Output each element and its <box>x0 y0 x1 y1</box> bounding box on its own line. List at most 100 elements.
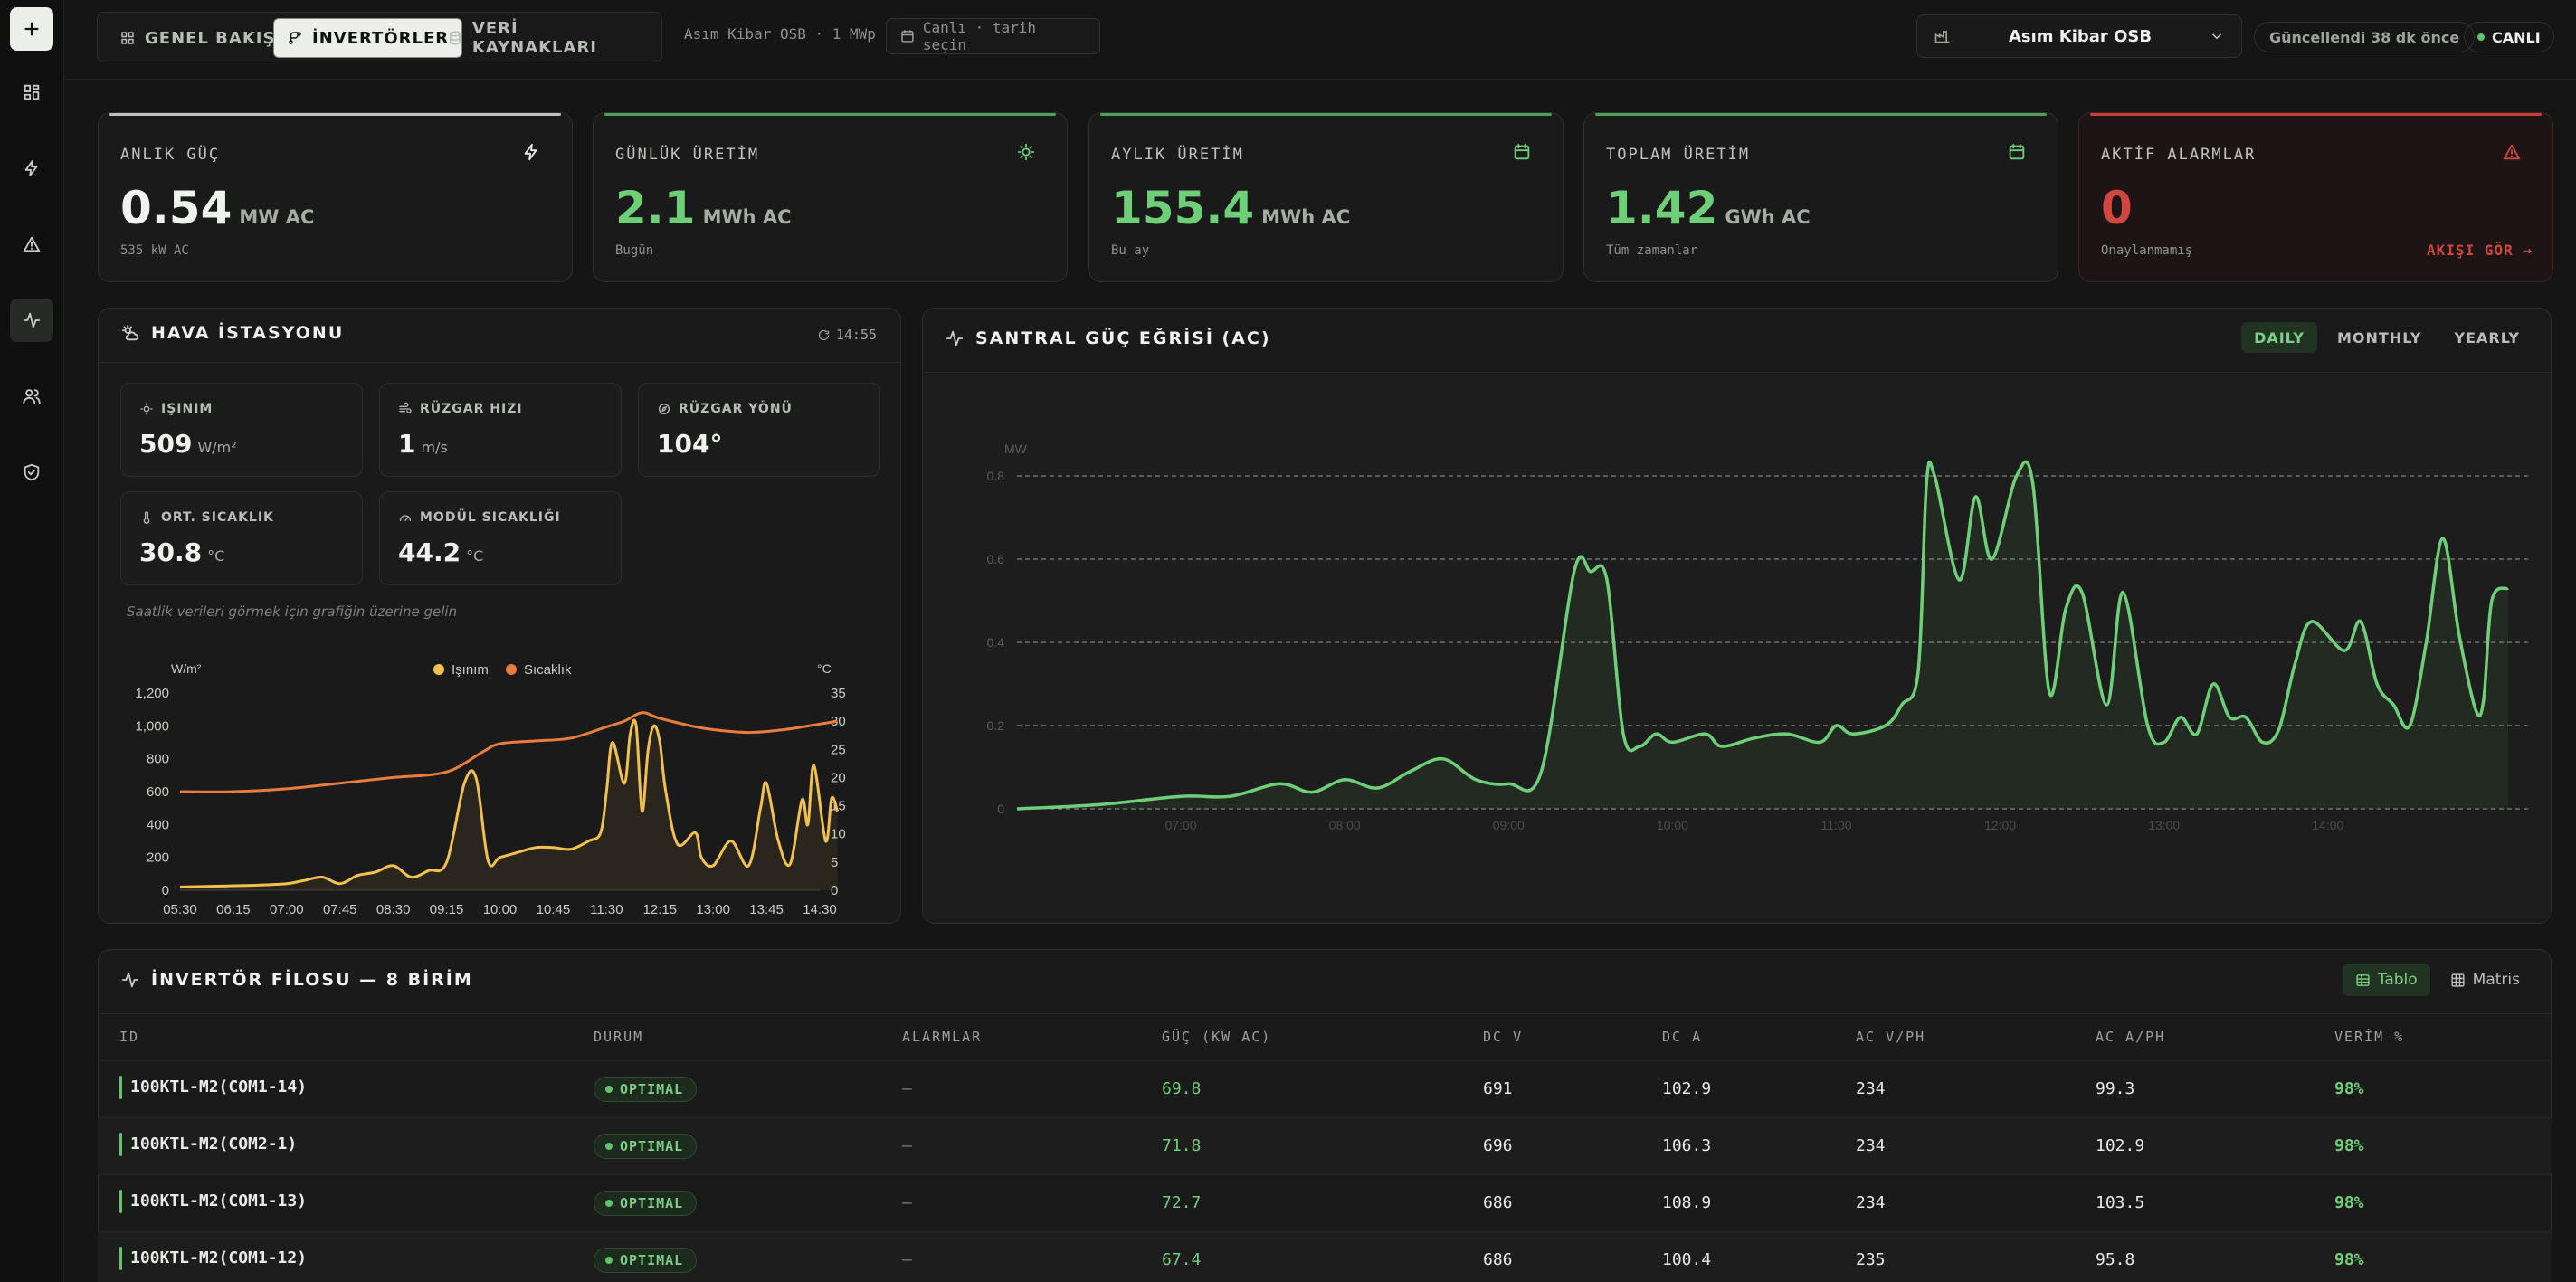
weather-refresh[interactable]: 14:55 <box>817 327 877 343</box>
ac-v-cell: 234 <box>1856 1136 1886 1155</box>
view-feed-link[interactable]: AKIŞI GÖR → <box>2427 242 2533 259</box>
sidebar-item-users[interactable] <box>10 375 53 418</box>
x-tick-label: 11:30 <box>590 902 623 917</box>
ac-v-cell: 235 <box>1856 1250 1886 1269</box>
weather-value-number: 44.2 <box>398 537 461 567</box>
y-left-tick-label: 1,000 <box>135 718 169 734</box>
weather-card-avg-temp: ORT. SICAKLIK 30.8 °C <box>120 491 363 585</box>
sun-icon <box>140 403 153 415</box>
table-row[interactable]: 100KTL-M2(COM2-1) OPTIMAL — 71.8 696 106… <box>98 1117 2552 1174</box>
col-header-status[interactable]: DURUM <box>594 1029 644 1045</box>
site-info: Asım Kibar OSB · 1 MWp <box>684 25 876 43</box>
kpi-value: 155.4 MWh AC <box>1111 182 1350 234</box>
tab-inverters[interactable]: İNVERTÖRLER <box>273 18 463 58</box>
tab-data-sources[interactable]: VERİ KAYNAKLARI <box>434 18 661 58</box>
table-row[interactable]: 100KTL-M2(COM1-13) OPTIMAL — 72.7 686 10… <box>98 1174 2552 1231</box>
col-header-ac-v[interactable]: AC V/PH <box>1856 1029 1926 1045</box>
range-tab-monthly[interactable]: MONTHLY <box>2336 328 2422 347</box>
gauge-icon <box>400 515 411 521</box>
legend-marker <box>433 664 444 675</box>
chart-hint: Saatlik verileri görmek için grafiğin üz… <box>127 603 458 620</box>
y-right-tick-label: 35 <box>831 686 846 701</box>
sidebar-item-power[interactable] <box>10 147 53 190</box>
efficiency-cell: 98% <box>2334 1136 2364 1155</box>
ac-a-cell: 103.5 <box>2096 1193 2145 1212</box>
y-left-tick-label: 600 <box>147 784 169 800</box>
sidebar-item-security[interactable] <box>10 451 53 494</box>
status-label: OPTIMAL <box>620 1252 684 1268</box>
legend-marker <box>506 664 517 675</box>
col-header-power[interactable]: GÜÇ (KW AC) <box>1162 1029 1272 1045</box>
y-tick-label: 0.2 <box>987 718 1005 733</box>
y-axis-label: MW <box>1004 442 1028 456</box>
date-picker[interactable]: Canlı · tarih seçin <box>886 18 1100 54</box>
y-right-axis-label: °C <box>817 661 832 676</box>
inverter-id: 100KTL-M2(COM1-12) <box>119 1247 307 1270</box>
alarm-cell: — <box>902 1193 912 1212</box>
weather-chart[interactable]: 02004006008001,0001,2000510152025303505:… <box>99 621 902 919</box>
factory-icon <box>1934 31 1950 43</box>
weather-card-label: ORT. SICAKLIK <box>139 510 274 525</box>
kpi-active-alarms: AKTİF ALARMLAR 0 Onaylanmamış AKIŞI GÖR … <box>2078 112 2553 282</box>
sidebar-item-activity[interactable] <box>10 299 53 342</box>
weather-card-wind-direction: RÜZGAR YÖNÜ 104° <box>638 383 880 477</box>
grid-icon <box>2451 973 2465 987</box>
power-area <box>1017 461 2508 809</box>
col-header-efficiency[interactable]: VERİM % <box>2334 1029 2405 1045</box>
divider <box>923 372 2551 373</box>
add-button[interactable] <box>10 7 53 51</box>
weather-card-value: 104° <box>657 429 722 459</box>
x-tick-label: 12:00 <box>1984 818 2016 832</box>
range-tab-daily[interactable]: DAILY <box>2241 322 2317 353</box>
weather-value-number: 1 <box>398 429 416 459</box>
kpi-sub: Bugün <box>615 243 654 258</box>
status-label: OPTIMAL <box>620 1081 684 1097</box>
kpi-number: 1.42 <box>1606 182 1718 234</box>
ac-v-cell: 234 <box>1856 1079 1886 1098</box>
thermometer-icon <box>143 511 150 524</box>
table-row[interactable]: 100KTL-M2(COM1-14) OPTIMAL — 69.8 691 10… <box>98 1060 2552 1117</box>
range-tab-yearly[interactable]: YEARLY <box>2454 328 2520 347</box>
y-right-tick-label: 0 <box>831 883 838 898</box>
alarm-cell: — <box>902 1079 912 1098</box>
divider <box>99 362 900 363</box>
weather-card-irradiance: IŞINIM 509 W/m² <box>120 383 363 477</box>
col-header-alarms[interactable]: ALARMLAR <box>902 1029 983 1045</box>
grid-icon <box>24 84 40 100</box>
weather-value-unit: m/s <box>421 439 448 456</box>
x-tick-label: 11:00 <box>1820 818 1851 832</box>
sun-icon <box>1016 142 1040 166</box>
view-tab-label: Matris <box>2472 971 2520 989</box>
inverter-fleet-panel: İNVERTÖR FİLOSU — 8 BİRİM Tablo Matris <box>98 949 2552 1282</box>
x-tick-label: 06:15 <box>216 902 251 917</box>
dc-v-cell: 691 <box>1483 1079 1513 1098</box>
weather-value-unit: °C <box>207 547 225 565</box>
kpi-title: TOPLAM ÜRETİM <box>1606 146 1751 164</box>
power-curve-title: SANTRAL GÜÇ EĞRİSİ (AC) <box>975 328 1271 348</box>
col-header-id[interactable]: ID <box>119 1029 140 1045</box>
alert-icon <box>2502 142 2525 166</box>
col-header-dc-a[interactable]: DC A <box>1662 1029 1703 1045</box>
y-tick-label: 0.4 <box>987 635 1005 650</box>
col-header-ac-a[interactable]: AC A/PH <box>2096 1029 2166 1045</box>
plant-select[interactable]: Asım Kibar OSB <box>1916 14 2242 58</box>
table-row[interactable]: 100KTL-M2(COM1-12) OPTIMAL — 67.4 686 10… <box>98 1231 2552 1282</box>
view-tab-matrix[interactable]: Matris <box>2438 964 2533 996</box>
kpi-title: AKTİF ALARMLAR <box>2101 146 2257 164</box>
inverter-id: 100KTL-M2(COM1-13) <box>119 1190 307 1213</box>
kpi-sub: Tüm zamanlar <box>1606 243 1698 258</box>
efficiency-cell: 98% <box>2334 1079 2364 1098</box>
power-curve-chart[interactable]: 0 0.2 0.4 0.6 0.8 MW 07:00 08:00 09:00 10:00 11:00… <box>923 376 2551 919</box>
plant-select-value: Asım Kibar OSB <box>2008 26 2153 46</box>
view-tab-table[interactable]: Tablo <box>2342 964 2430 996</box>
col-header-dc-v[interactable]: DC V <box>1483 1029 1524 1045</box>
kpi-number: 0.54 <box>120 182 233 234</box>
status-dot-icon <box>605 1200 613 1207</box>
sidebar-item-dashboard[interactable] <box>10 71 53 114</box>
sidebar-item-alarms[interactable] <box>10 223 53 266</box>
weather-card-wind-speed: RÜZGAR HIZI 1 m/s <box>379 383 622 477</box>
kpi-unit: MW AC <box>239 206 315 228</box>
tab-overview[interactable]: GENEL BAKIŞ <box>107 18 288 58</box>
x-tick-label: 07:00 <box>270 902 304 917</box>
x-tick-label: 10:00 <box>1657 818 1688 832</box>
